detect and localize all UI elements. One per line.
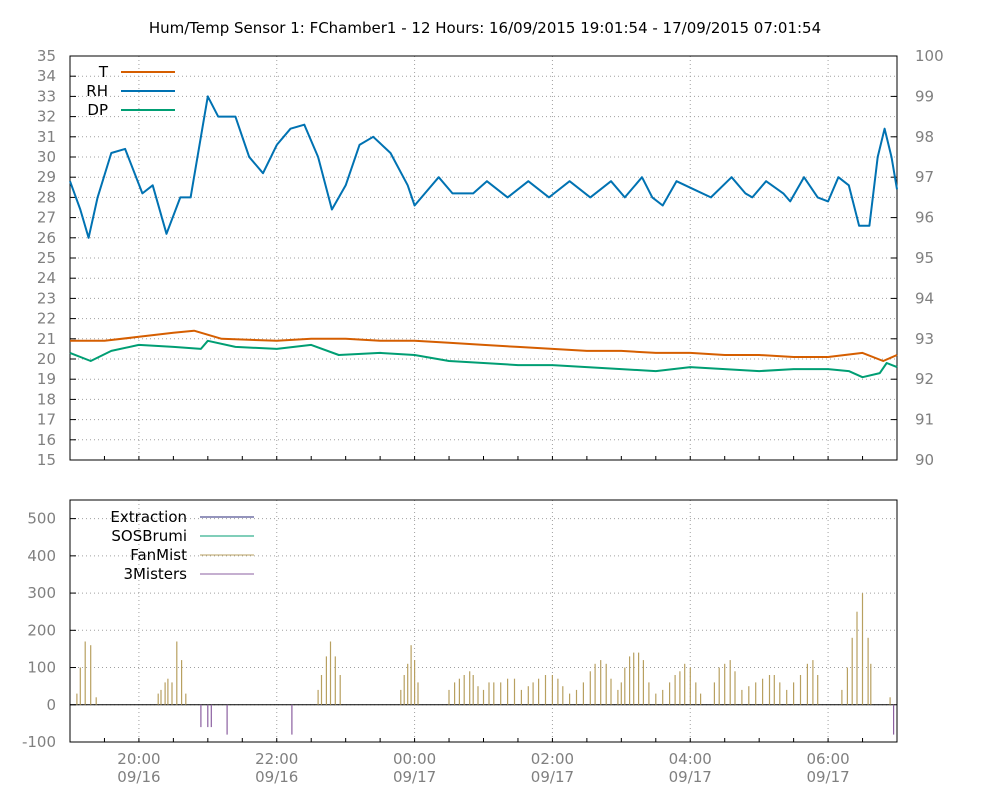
y-tick-label: 34 (37, 67, 56, 85)
chart-title: Hum/Temp Sensor 1: FChamber1 - 12 Hours:… (149, 19, 821, 37)
y-tick-label: 15 (37, 451, 56, 469)
legend-label-rh: RH (86, 82, 108, 100)
y-tick-label: 32 (37, 108, 56, 126)
x-tick-date: 09/17 (393, 768, 436, 786)
y-tick-label: 22 (37, 310, 56, 328)
y2-tick-label: 100 (915, 47, 944, 65)
x-tick-time: 04:00 (669, 750, 712, 768)
y-tick-label: 33 (37, 87, 56, 105)
x-tick-time: 02:00 (531, 750, 574, 768)
y-tick-label: 26 (37, 229, 56, 247)
y-tick-label: 16 (37, 431, 56, 449)
y-tick-label: 29 (37, 168, 56, 186)
y-tick-label: 23 (37, 289, 56, 307)
x-tick-date: 09/16 (255, 768, 298, 786)
legend-label-fanmist: FanMist (130, 546, 187, 564)
y-tick-label: 400 (27, 547, 56, 565)
x-tick-time: 06:00 (806, 750, 849, 768)
y-tick-label: 100 (27, 659, 56, 677)
y2-tick-label: 92 (915, 370, 934, 388)
y-tick-label: 500 (27, 510, 56, 528)
y-tick-label: 21 (37, 330, 56, 348)
y-tick-label: 24 (37, 269, 56, 287)
plot-frame-top (69, 55, 898, 461)
y2-tick-label: 91 (915, 411, 934, 429)
series-line-rh (69, 95, 898, 239)
y-tick-label: 19 (37, 370, 56, 388)
y2-tick-label: 95 (915, 249, 934, 267)
y-tick-label: 17 (37, 411, 56, 429)
y-tick-label: -100 (22, 733, 56, 751)
y-tick-label: 18 (37, 390, 56, 408)
y-tick-label: 30 (37, 148, 56, 166)
x-tick-date: 09/16 (117, 768, 160, 786)
y2-tick-label: 93 (915, 330, 934, 348)
legend-label-3misters: 3Misters (123, 565, 187, 583)
x-tick-date: 09/17 (669, 768, 712, 786)
legend-label-dp: DP (87, 101, 108, 119)
y2-tick-label: 98 (915, 128, 934, 146)
y-tick-label: 25 (37, 249, 56, 267)
y-tick-label: 200 (27, 621, 56, 639)
x-tick-date: 09/17 (806, 768, 849, 786)
y2-tick-label: 99 (915, 87, 934, 105)
y2-tick-label: 96 (915, 209, 934, 227)
y2-tick-label: 90 (915, 451, 934, 469)
series-line-dp (69, 339, 898, 379)
y-tick-label: 0 (46, 696, 56, 714)
y-tick-label: 28 (37, 188, 56, 206)
x-tick-time: 20:00 (117, 750, 160, 768)
y2-tick-label: 97 (915, 168, 934, 186)
legend-label-t: T (98, 63, 109, 81)
y-tick-label: 300 (27, 584, 56, 602)
legend-label-extraction: Extraction (110, 508, 187, 526)
series-line-t (70, 329, 898, 362)
legend-label-sosbrumi: SOSBrumi (111, 527, 187, 545)
y-tick-label: 27 (37, 209, 56, 227)
y-tick-label: 35 (37, 47, 56, 65)
plot-frame-bottom (69, 499, 898, 743)
x-tick-time: 00:00 (393, 750, 436, 768)
x-tick-date: 09/17 (531, 768, 574, 786)
y-tick-label: 31 (37, 128, 56, 146)
y2-tick-label: 94 (915, 289, 934, 307)
x-tick-time: 22:00 (255, 750, 298, 768)
y-tick-label: 20 (37, 350, 56, 368)
